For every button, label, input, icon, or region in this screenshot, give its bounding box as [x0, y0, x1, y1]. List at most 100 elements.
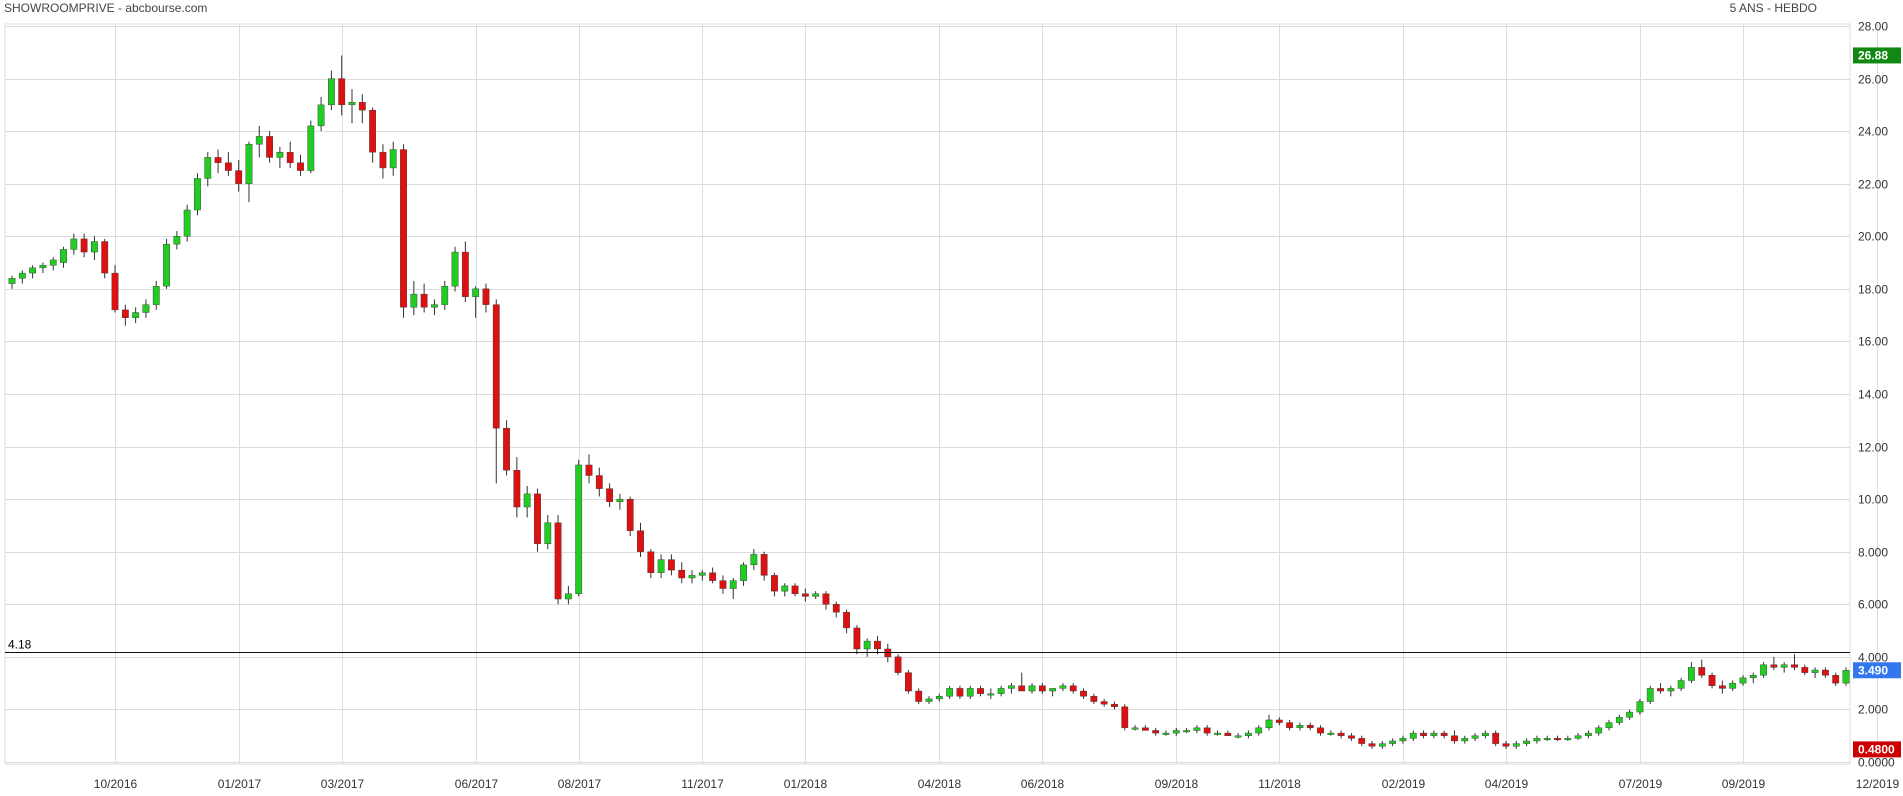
candle-body-up: [1172, 730, 1180, 734]
candle-body-down: [1708, 675, 1716, 686]
candle-body-down: [843, 611, 850, 629]
y-tick-label: 4.000: [1858, 651, 1888, 665]
candle-body-up: [1729, 682, 1737, 689]
candle-body-down: [1801, 667, 1809, 673]
x-axis: 10/2016 01/2017 03/2017 06/2017 08/2017 11/20…: [94, 777, 1900, 791]
candle-body-up: [657, 559, 665, 573]
candle: [595, 467, 603, 497]
candle-body-down: [420, 293, 428, 308]
candle: [1698, 659, 1706, 678]
badge-low-bg: [1853, 741, 1901, 758]
candle: [585, 454, 593, 484]
candle: [1234, 733, 1242, 739]
y-tick-label: 22.00: [1858, 178, 1888, 192]
candle-body-up: [276, 151, 284, 158]
candle-body-up: [1389, 740, 1397, 744]
grid-layer: [4, 23, 1878, 765]
candle-body-down: [286, 151, 294, 163]
candle: [1718, 680, 1726, 694]
candle-body-down: [637, 530, 644, 552]
price-badges: 26.88 3.490 0.4800: [1853, 47, 1901, 758]
candle: [245, 141, 253, 203]
candle-body-down: [224, 162, 232, 171]
candle-body-down: [369, 109, 377, 153]
candle-body-up: [863, 640, 871, 650]
candle: [1100, 698, 1108, 707]
candle: [1131, 725, 1139, 731]
candle: [1080, 688, 1087, 699]
candle-body-down: [1111, 703, 1118, 708]
candle: [1595, 725, 1603, 736]
candle-body-up: [317, 104, 325, 127]
candle: [1358, 735, 1366, 747]
candle: [1306, 722, 1314, 731]
candle: [513, 457, 521, 518]
candle: [1069, 683, 1077, 694]
candle: [492, 299, 500, 484]
candle-body-up: [1811, 669, 1819, 673]
candle-body-down: [1275, 719, 1283, 723]
candle-body-up: [925, 698, 933, 702]
candle-body-up: [616, 498, 624, 502]
candle-body-down: [668, 559, 675, 571]
candle: [297, 154, 304, 176]
candle: [1471, 733, 1479, 741]
candle-body-down: [1080, 690, 1087, 697]
candle: [729, 578, 737, 600]
x-tick-label: 03/2017: [321, 777, 365, 791]
candle-body-down: [647, 551, 655, 573]
candle-body-up: [987, 693, 995, 696]
candle-body-down: [1451, 735, 1458, 742]
candle-body-down: [1121, 706, 1129, 729]
candle: [1842, 667, 1850, 686]
candle-body-up: [1626, 711, 1634, 718]
candle: [1090, 693, 1098, 705]
candle: [1409, 730, 1417, 741]
candle-body-up: [523, 493, 531, 508]
candle-body-up: [472, 288, 480, 297]
candle: [544, 514, 552, 550]
candle: [668, 554, 675, 576]
candle: [152, 280, 160, 310]
candle: [1028, 683, 1036, 694]
candle: [1636, 698, 1644, 715]
candle-body-down: [1791, 664, 1798, 668]
candle-body-up: [8, 278, 16, 284]
candle: [451, 246, 459, 292]
candle-body-down: [915, 690, 923, 702]
candle-body-up: [1461, 738, 1469, 742]
candle: [183, 204, 191, 242]
candle-body-up: [441, 286, 449, 305]
candle: [348, 89, 356, 124]
candle: [91, 236, 98, 260]
candle-body-up: [1049, 688, 1057, 692]
candle-body-up: [1564, 738, 1572, 741]
candle: [255, 125, 263, 158]
candle-body-down: [1358, 738, 1366, 744]
y-tick-label: 12.00: [1858, 441, 1888, 455]
candle-body-down: [1286, 722, 1294, 729]
y-tick-label: 18.00: [1858, 283, 1888, 297]
candle: [101, 238, 109, 279]
candle-body-up: [1543, 738, 1551, 741]
candle-body-down: [1018, 685, 1026, 692]
candle-body-up: [60, 249, 67, 263]
candle: [688, 570, 696, 584]
candle: [132, 307, 140, 324]
candle-body-up: [1255, 727, 1263, 734]
candle-body-up: [410, 293, 418, 308]
candle: [1615, 714, 1623, 726]
candle-body-up: [564, 593, 572, 600]
candle: [80, 233, 88, 258]
candle: [812, 591, 820, 600]
candle-body-up: [1399, 738, 1407, 742]
candle: [1245, 730, 1252, 739]
candle: [1348, 733, 1355, 741]
candle-body-down: [1492, 732, 1500, 744]
candle: [564, 585, 572, 605]
candle: [750, 549, 758, 571]
candle-body-up: [1471, 735, 1479, 739]
y-tick-label: 28.00: [1858, 20, 1888, 34]
candle-body-up: [451, 251, 459, 287]
candle: [121, 304, 129, 326]
